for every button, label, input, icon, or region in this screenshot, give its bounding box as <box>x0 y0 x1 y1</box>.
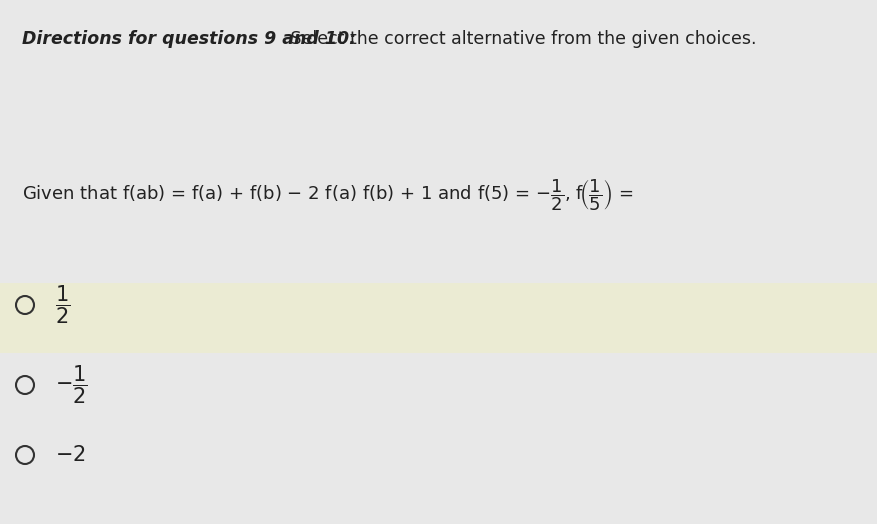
Text: Directions for questions 9 and 10:: Directions for questions 9 and 10: <box>22 30 356 48</box>
Text: $-\dfrac{1}{2}$: $-\dfrac{1}{2}$ <box>55 364 88 406</box>
Text: Given that f(ab) = f(a) + f(b) $-$ 2 f(a) f(b) + 1 and f(5) = $-\dfrac{1}{2}$, f: Given that f(ab) = f(a) + f(b) $-$ 2 f(a… <box>22 177 633 213</box>
Text: $-2$: $-2$ <box>55 445 86 465</box>
FancyBboxPatch shape <box>0 283 877 353</box>
Text: Select the correct alternative from the given choices.: Select the correct alternative from the … <box>285 30 757 48</box>
Text: $\dfrac{1}{2}$: $\dfrac{1}{2}$ <box>55 283 70 326</box>
